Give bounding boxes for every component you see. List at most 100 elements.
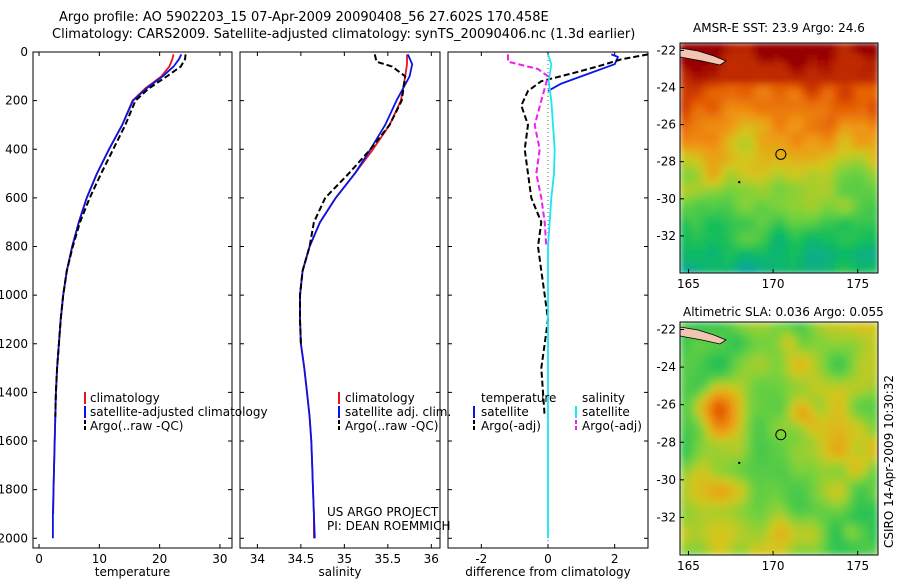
heatmap-cell [757, 192, 764, 199]
heatmap-cell [828, 386, 835, 393]
heatmap-cell [757, 531, 764, 539]
heatmap-cell [867, 215, 874, 222]
heatmap-cell [691, 227, 698, 234]
heatmap-cell [757, 135, 764, 142]
heatmap-cell [867, 77, 874, 84]
heatmap-cell [828, 421, 835, 428]
heatmap-cell [735, 421, 742, 428]
heatmap-cell [839, 409, 846, 416]
heatmap-cell [823, 244, 830, 251]
heatmap-cell [685, 403, 692, 410]
heatmap-cell [790, 490, 797, 498]
heatmap-cell [806, 112, 813, 119]
heatmap-cell [729, 543, 736, 550]
heatmap-cell [872, 48, 878, 56]
heatmap-cell [746, 255, 753, 263]
heatmap-cell [779, 455, 786, 463]
heatmap-cell [740, 409, 747, 416]
heatmap-cell [806, 238, 813, 245]
heatmap-cell [729, 502, 736, 509]
heatmap-cell [685, 238, 692, 245]
heatmap-cell [839, 368, 846, 376]
heatmap-cell [828, 450, 835, 457]
heatmap-cell [729, 479, 736, 486]
heatmap-cell [806, 380, 813, 387]
heatmap-cell [702, 100, 709, 107]
heatmap-cell [867, 267, 874, 273]
heatmap-cell [740, 438, 747, 445]
heatmap-cell [718, 333, 725, 341]
sst-map: 165 170 175-22-24-26-28-30-32 [656, 42, 879, 291]
heatmap-cell [839, 129, 846, 136]
heatmap-cell [779, 333, 786, 341]
heatmap-cell [685, 221, 692, 228]
heatmap-cell [773, 106, 780, 113]
heatmap-cell [702, 198, 709, 205]
heatmap-cell [850, 473, 857, 480]
heatmap-cell [762, 117, 769, 125]
heatmap-cell [806, 129, 813, 136]
heatmap-cell [812, 186, 819, 194]
heatmap-cell [707, 209, 714, 217]
heatmap-cell [762, 327, 769, 335]
heatmap-cell [768, 198, 775, 205]
heatmap-cell [696, 215, 703, 222]
heatmap-cell [790, 54, 797, 61]
heatmap-cell [872, 135, 878, 142]
heatmap-cell [790, 450, 797, 457]
heatmap-cell [685, 432, 692, 440]
heatmap-cell [817, 221, 824, 228]
heatmap-cell [845, 198, 852, 205]
heatmap-cell [685, 129, 692, 136]
heatmap-cell [707, 403, 714, 410]
heatmap-cell [718, 112, 725, 119]
heatmap-cell [696, 221, 703, 228]
heatmap-cell [768, 386, 775, 393]
heatmap-cell [768, 181, 775, 188]
heatmap-cell [867, 490, 874, 498]
heatmap-cell [834, 146, 841, 153]
heatmap-cell [867, 186, 874, 194]
heatmap-cell [740, 158, 747, 165]
heatmap-cell [773, 66, 780, 73]
heatmap-cell [795, 152, 802, 159]
heatmap-cell [713, 158, 720, 165]
heatmap-cell [828, 129, 835, 136]
heatmap-cell [828, 244, 835, 251]
heatmap-cell [784, 209, 791, 217]
heatmap-cell [790, 244, 797, 251]
heatmap-cell [795, 54, 802, 61]
heatmap-cell [812, 89, 819, 96]
heatmap-cell [773, 391, 780, 399]
heatmap-cell [768, 421, 775, 428]
heatmap-cell [867, 232, 874, 240]
heatmap-cell [779, 520, 786, 527]
heatmap-cell [834, 549, 841, 555]
heatmap-cell [823, 520, 830, 527]
heatmap-cell [850, 502, 857, 509]
heatmap-cell [790, 106, 797, 113]
heatmap-cell [751, 48, 758, 56]
heatmap-cell [702, 386, 709, 393]
heatmap-cell [718, 204, 725, 211]
heatmap-cell [702, 152, 709, 159]
heatmap-cell [729, 43, 736, 50]
heatmap-cell [762, 106, 769, 113]
heatmap-cell [729, 327, 736, 335]
heatmap-cell [812, 409, 819, 416]
heatmap-cell [702, 514, 709, 521]
heatmap-cell [773, 473, 780, 480]
heatmap-cell [691, 106, 698, 113]
heatmap-cell [801, 146, 808, 153]
heatmap-cell [691, 181, 698, 188]
heatmap-cell [861, 83, 868, 90]
heatmap-cell [817, 438, 824, 445]
heatmap-cell [768, 60, 775, 67]
heatmap-cell [773, 54, 780, 61]
heatmap-cell [806, 333, 813, 341]
heatmap-cell [757, 152, 764, 159]
heatmap-cell [850, 490, 857, 498]
heatmap-cell [762, 77, 769, 84]
heatmap-cell [746, 455, 753, 463]
heatmap-cell [784, 421, 791, 428]
